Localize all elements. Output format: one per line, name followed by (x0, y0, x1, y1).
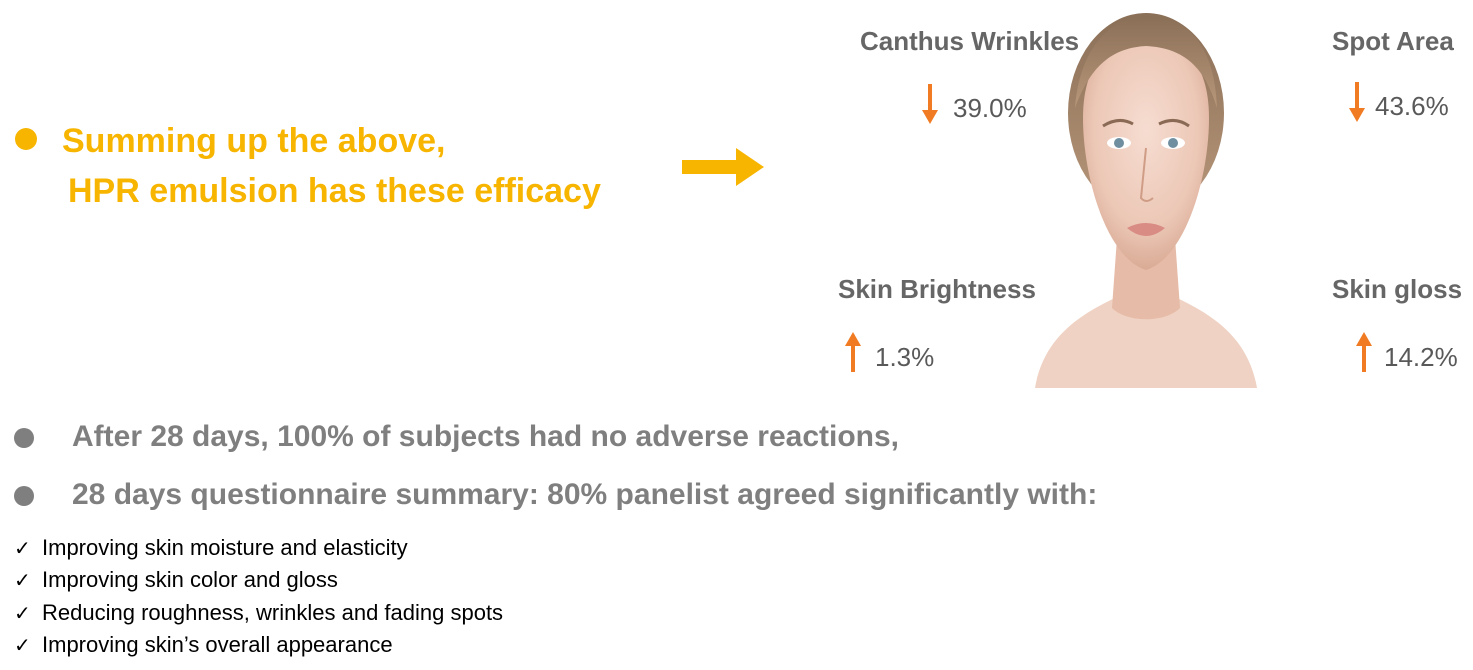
metric-label-skin-gloss: Skin gloss (1332, 274, 1463, 304)
checkmark-icon: ✓ (14, 633, 31, 657)
face-image (1035, 13, 1257, 388)
checklist-item-text: Improving skin color and gloss (42, 567, 338, 592)
metric-value-spot-area: 43.6% (1375, 91, 1449, 121)
checklist-item-text: Reducing roughness, wrinkles and fading … (42, 600, 504, 625)
statement-bullet (14, 486, 34, 506)
headline-bullet (15, 128, 37, 150)
checkmark-icon: ✓ (14, 601, 31, 625)
up-arrow-icon (1356, 332, 1372, 372)
down-arrow-icon (1349, 82, 1365, 122)
headline-line-2: HPR emulsion has these efficacy (68, 172, 601, 210)
right-arrow-icon (682, 148, 764, 186)
metric-value-canthus-wrinkles: 39.0% (953, 93, 1027, 123)
metric-value-skin-brightness: 1.3% (875, 342, 935, 372)
metric-label-spot-area: Spot Area (1332, 26, 1454, 56)
headline-line-1: Summing up the above, (62, 122, 446, 160)
metric-label-canthus-wrinkles: Canthus Wrinkles (860, 26, 1080, 56)
checklist-item: ✓ Improving skin color and gloss (14, 567, 338, 593)
metric-value-skin-gloss: 14.2% (1384, 342, 1458, 372)
checklist-item: ✓ Improving skin’s overall appearance (14, 632, 393, 658)
checkmark-icon: ✓ (14, 536, 31, 560)
statement-adverse-reactions: After 28 days, 100% of subjects had no a… (72, 420, 899, 453)
checklist-item-text: Improving skin moisture and elasticity (42, 535, 408, 560)
statement-bullet (14, 428, 34, 448)
checklist-item: ✓ Reducing roughness, wrinkles and fadin… (14, 600, 503, 626)
checkmark-icon: ✓ (14, 568, 31, 592)
checklist-item-text: Improving skin’s overall appearance (42, 632, 393, 657)
statement-questionnaire-summary: 28 days questionnaire summary: 80% panel… (72, 478, 1098, 511)
metric-label-skin-brightness: Skin Brightness (838, 274, 1036, 304)
checklist-item: ✓ Improving skin moisture and elasticity (14, 535, 408, 561)
down-arrow-icon (922, 84, 938, 124)
up-arrow-icon (845, 332, 861, 372)
